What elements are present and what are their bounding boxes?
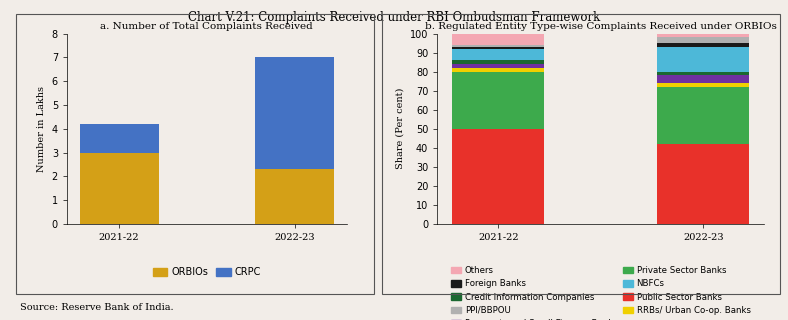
- Bar: [657, 76, 749, 83]
- Bar: [657, 87, 749, 144]
- Bar: [657, 37, 749, 43]
- Title: b. Regulated Entity Type-wise Complaints Received under ORBIOs: b. Regulated Entity Type-wise Complaints…: [425, 22, 777, 31]
- Y-axis label: Share (Per cent): Share (Per cent): [396, 88, 404, 170]
- Y-axis label: Number in Lakhs: Number in Lakhs: [37, 86, 46, 172]
- Legend: ORBIOs, CRPC: ORBIOs, CRPC: [149, 263, 265, 281]
- Bar: [657, 43, 749, 47]
- Text: Chart V.21: Complaints Received under RBI Ombudsman Framework: Chart V.21: Complaints Received under RB…: [188, 11, 600, 24]
- Title: a. Number of Total Complaints Received: a. Number of Total Complaints Received: [101, 22, 313, 31]
- Bar: [452, 47, 545, 49]
- Legend: Others, Foreign Banks, Credit Information Companies, PPI/BBPOU, Payments and Sma: Others, Foreign Banks, Credit Informatio…: [448, 263, 754, 320]
- Bar: [452, 60, 545, 64]
- Bar: [452, 72, 545, 129]
- Bar: [255, 57, 334, 169]
- Text: Source: Reserve Bank of India.: Source: Reserve Bank of India.: [20, 303, 173, 312]
- Bar: [452, 34, 545, 45]
- Bar: [657, 34, 749, 37]
- Bar: [80, 124, 158, 153]
- Bar: [452, 45, 545, 47]
- Bar: [452, 64, 545, 68]
- Bar: [657, 72, 749, 76]
- Bar: [657, 83, 749, 87]
- Bar: [452, 49, 545, 60]
- Bar: [452, 68, 545, 72]
- Bar: [255, 169, 334, 224]
- Bar: [657, 144, 749, 224]
- Bar: [80, 153, 158, 224]
- Bar: [452, 129, 545, 224]
- Bar: [657, 47, 749, 72]
